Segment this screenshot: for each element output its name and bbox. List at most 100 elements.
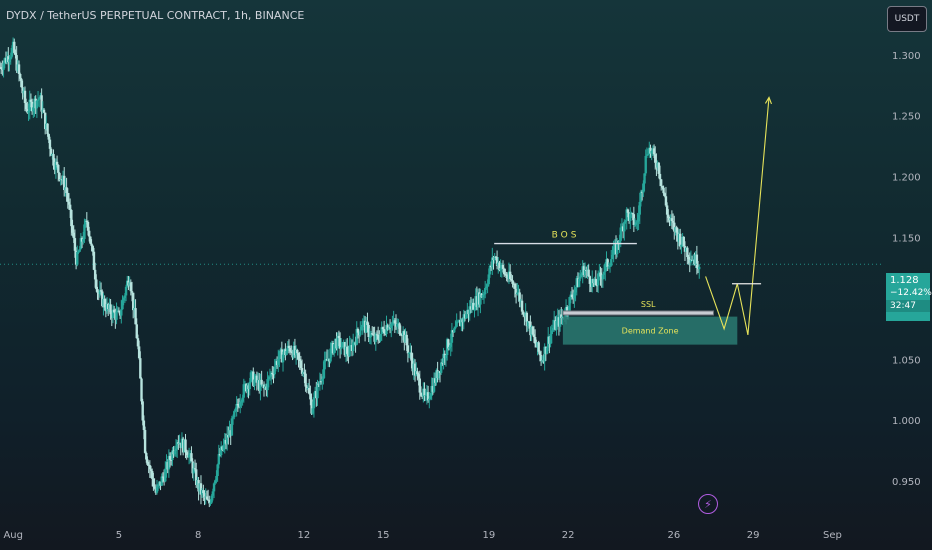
candle-body — [391, 323, 394, 325]
candle-body — [698, 266, 701, 270]
candle-body — [380, 327, 383, 334]
candle-body — [604, 263, 607, 272]
candle-body — [658, 173, 662, 180]
candle-body — [538, 351, 542, 356]
candle-body — [219, 446, 223, 456]
candle-body — [419, 392, 423, 396]
candle-body — [482, 294, 486, 296]
candle-body — [318, 381, 322, 385]
candle-body — [379, 333, 382, 341]
candle-body — [454, 326, 457, 329]
candle-body — [511, 280, 514, 284]
candle-body — [670, 218, 674, 222]
candle-body — [686, 247, 689, 258]
candle-body — [602, 271, 606, 275]
candle-body — [266, 379, 269, 391]
x-tick-label: 26 — [668, 530, 681, 541]
candle-body — [17, 64, 21, 74]
candle-body — [299, 361, 303, 369]
candle-body — [338, 338, 342, 349]
candle-body — [35, 100, 39, 109]
candle-body — [93, 269, 97, 280]
candle-body — [167, 456, 171, 470]
candle-body — [360, 326, 363, 331]
candle-body — [145, 452, 148, 460]
candle-body — [121, 300, 124, 310]
last-price: 1.128 — [890, 275, 919, 286]
candle-body — [410, 352, 413, 361]
candle-body — [337, 335, 341, 339]
candle-body — [235, 403, 238, 409]
candle-body — [619, 227, 622, 241]
candle-body — [650, 150, 653, 154]
bolt-glyph: ⚡ — [704, 497, 712, 511]
candle-body — [98, 290, 102, 294]
candle-body — [297, 353, 300, 359]
projection-path — [705, 97, 770, 336]
candle-body — [161, 476, 165, 478]
candle-body — [381, 327, 385, 330]
candle-body — [481, 295, 485, 298]
candle-body — [152, 478, 155, 487]
candle-body — [638, 201, 641, 215]
candle-body — [612, 247, 615, 255]
candle-body — [137, 346, 141, 359]
candle-body — [242, 384, 245, 398]
candle-body — [287, 345, 291, 349]
candle-body — [46, 123, 49, 135]
candle-body — [594, 278, 597, 286]
candle-body — [70, 209, 73, 227]
candle-body — [376, 334, 380, 339]
candle-body — [170, 459, 173, 461]
candle-body — [695, 254, 699, 268]
candle-body — [543, 346, 546, 362]
candle-body — [316, 383, 319, 399]
candle-body — [89, 236, 92, 244]
candle-body — [210, 495, 213, 503]
candle-body — [203, 493, 206, 498]
candle-body — [488, 265, 492, 275]
candle-body — [310, 399, 313, 414]
candle-body — [71, 226, 74, 233]
candle-body — [124, 286, 128, 296]
candle-body — [211, 491, 215, 496]
candle-body — [209, 502, 212, 504]
candle-body — [155, 486, 159, 493]
candle-body — [657, 162, 661, 174]
candle-body — [217, 454, 221, 465]
candle-body — [499, 268, 502, 271]
candle-body — [607, 266, 611, 268]
candle-body — [36, 99, 40, 101]
candle-body — [65, 187, 68, 194]
candle-body — [514, 288, 518, 295]
candle-body — [636, 221, 639, 223]
candle-body — [351, 342, 355, 352]
candle-body — [632, 214, 636, 225]
candle-body — [610, 259, 613, 266]
candle-body — [675, 227, 678, 233]
candle-body — [193, 468, 197, 470]
candle-body — [99, 290, 103, 292]
candle-body — [537, 342, 540, 352]
candle-body — [134, 308, 137, 325]
candle-body — [355, 328, 358, 345]
currency-button[interactable]: USDT — [887, 6, 927, 32]
candle-body — [252, 371, 255, 386]
demand-zone — [562, 316, 738, 345]
candle-body — [10, 48, 14, 57]
candle-body — [27, 111, 30, 113]
candle-body — [400, 334, 404, 336]
bos-label: BOS — [552, 231, 580, 241]
price-change: −12.42% — [890, 288, 932, 298]
candle-body — [468, 306, 471, 315]
candle-body — [202, 490, 205, 494]
candle-body — [673, 222, 676, 232]
candle-body — [277, 358, 280, 365]
candle-body — [505, 274, 508, 278]
candle-body — [558, 314, 562, 327]
candle-body — [437, 371, 441, 379]
lightning-bolt-icon[interactable]: ⚡ — [698, 494, 718, 514]
candle-body — [32, 107, 35, 112]
y-tick-label: 1.000 — [892, 416, 921, 427]
